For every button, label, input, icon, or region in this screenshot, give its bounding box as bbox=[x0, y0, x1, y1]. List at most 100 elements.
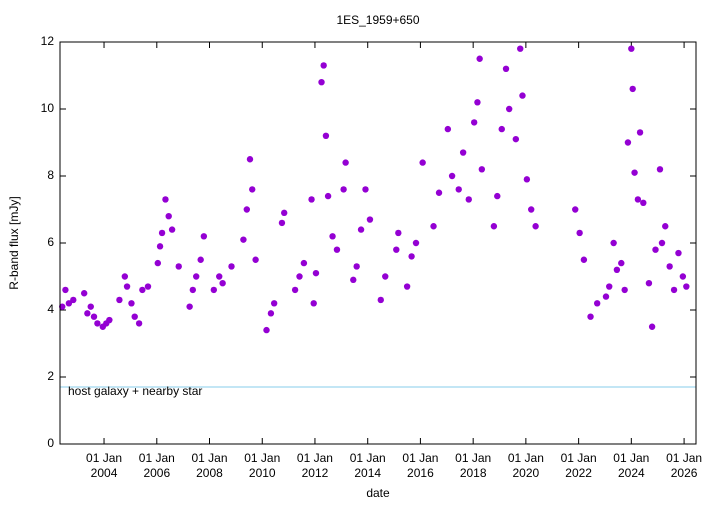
data-point bbox=[308, 196, 315, 203]
data-point bbox=[106, 316, 113, 324]
data-point bbox=[249, 186, 256, 193]
data-point bbox=[631, 169, 638, 176]
data-point bbox=[210, 286, 218, 294]
data-point bbox=[470, 119, 478, 126]
x-tick-label: 2018 bbox=[460, 466, 487, 480]
x-tick-label: 2006 bbox=[143, 466, 170, 480]
data-point bbox=[624, 139, 632, 146]
data-point bbox=[640, 199, 647, 206]
data-point bbox=[683, 283, 690, 290]
data-point bbox=[123, 283, 131, 290]
reference-label: host galaxy + nearby star bbox=[68, 384, 202, 398]
data-point bbox=[197, 256, 204, 263]
data-point bbox=[419, 159, 426, 166]
data-point bbox=[278, 219, 286, 227]
data-point bbox=[189, 286, 197, 294]
data-point bbox=[243, 206, 251, 213]
data-point bbox=[131, 313, 138, 320]
data-point bbox=[435, 189, 443, 196]
data-point bbox=[216, 273, 223, 280]
y-axis-label: R-band flux [mJy] bbox=[7, 196, 21, 289]
data-point bbox=[662, 223, 669, 230]
data-point bbox=[634, 196, 642, 203]
x-tick-label: 01 Jan bbox=[666, 451, 702, 465]
data-point bbox=[474, 99, 481, 106]
data-point bbox=[62, 286, 69, 294]
data-point bbox=[512, 135, 520, 143]
data-point bbox=[310, 300, 317, 307]
data-point bbox=[494, 192, 501, 200]
data-point bbox=[652, 246, 659, 253]
x-tick-label: 2016 bbox=[407, 466, 434, 480]
data-point bbox=[593, 300, 601, 307]
data-point bbox=[342, 159, 349, 166]
data-point bbox=[362, 186, 369, 193]
data-point bbox=[613, 266, 621, 273]
data-point bbox=[350, 276, 357, 284]
data-point bbox=[366, 216, 374, 223]
data-point bbox=[353, 263, 360, 270]
data-point bbox=[666, 263, 673, 270]
data-point bbox=[296, 273, 303, 280]
data-point bbox=[382, 273, 389, 280]
data-point bbox=[186, 303, 193, 310]
y-tick-label: 10 bbox=[41, 101, 55, 115]
data-point bbox=[94, 320, 101, 327]
x-tick-label: 2004 bbox=[91, 466, 118, 480]
x-tick-label: 01 Jan bbox=[297, 451, 333, 465]
data-point bbox=[602, 293, 610, 300]
data-point bbox=[679, 273, 687, 280]
data-point bbox=[572, 206, 579, 213]
data-point bbox=[340, 186, 347, 193]
data-point bbox=[193, 273, 200, 280]
x-axis-label: date bbox=[366, 486, 390, 500]
data-point bbox=[312, 269, 320, 277]
data-point bbox=[87, 303, 94, 310]
x-tick-label: 2010 bbox=[249, 466, 276, 480]
data-point bbox=[158, 229, 166, 237]
data-point bbox=[59, 303, 66, 310]
data-point bbox=[65, 300, 73, 307]
data-point bbox=[502, 65, 510, 73]
data-point bbox=[322, 132, 330, 139]
data-point bbox=[455, 186, 462, 193]
x-tick-label: 01 Jan bbox=[139, 451, 175, 465]
x-tick-label: 01 Jan bbox=[455, 451, 491, 465]
x-tick-label: 2012 bbox=[302, 466, 329, 480]
x-tick-label: 2014 bbox=[354, 466, 381, 480]
x-tick-label: 2020 bbox=[513, 466, 540, 480]
data-point bbox=[408, 253, 415, 260]
data-point bbox=[670, 286, 678, 294]
data-point bbox=[84, 310, 91, 317]
plot-frame bbox=[59, 41, 697, 445]
x-tick-label: 2024 bbox=[618, 466, 645, 480]
data-point bbox=[448, 172, 456, 180]
data-point bbox=[252, 256, 259, 263]
data-point bbox=[329, 233, 336, 240]
data-point bbox=[629, 85, 636, 93]
data-point bbox=[465, 196, 472, 203]
data-point bbox=[357, 226, 365, 233]
data-point bbox=[658, 239, 666, 247]
data-point bbox=[144, 283, 152, 290]
data-point bbox=[393, 246, 400, 253]
x-tick-label: 01 Jan bbox=[613, 451, 649, 465]
data-point bbox=[162, 196, 169, 203]
data-point bbox=[656, 166, 664, 173]
data-point bbox=[70, 296, 77, 304]
data-point bbox=[628, 45, 635, 52]
x-tick-label: 01 Jan bbox=[561, 451, 597, 465]
y-tick-label: 12 bbox=[41, 34, 55, 48]
data-point bbox=[116, 296, 123, 304]
data-point bbox=[168, 226, 176, 233]
data-point bbox=[498, 125, 505, 133]
data-point bbox=[430, 223, 437, 230]
x-tick-label: 01 Jan bbox=[350, 451, 386, 465]
data-point bbox=[519, 92, 526, 99]
x-tick-label: 01 Jan bbox=[508, 451, 544, 465]
data-point bbox=[645, 280, 653, 287]
data-point bbox=[610, 239, 617, 247]
y-tick-label: 2 bbox=[47, 369, 54, 383]
data-point bbox=[648, 323, 656, 330]
data-point bbox=[333, 246, 341, 253]
